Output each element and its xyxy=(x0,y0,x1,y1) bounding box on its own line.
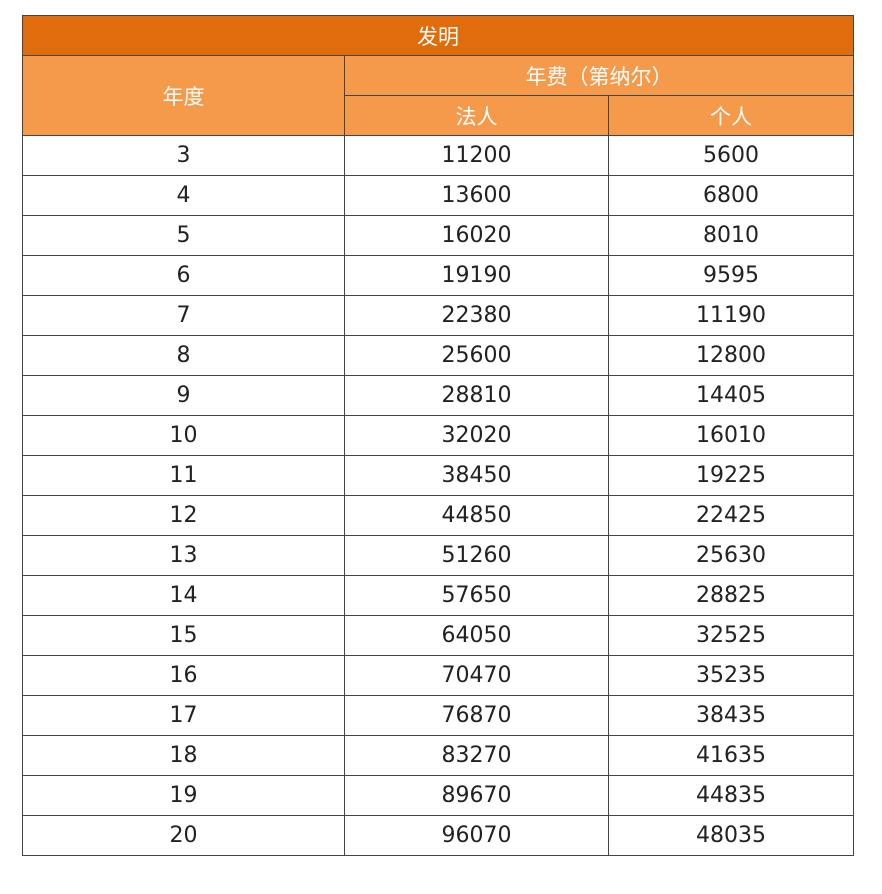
table-row: 9 28810 14405 xyxy=(22,375,855,416)
year-cell: 12 xyxy=(22,495,345,536)
individual-fee-cell: 14405 xyxy=(607,375,855,416)
table-row: 19 89670 44835 xyxy=(22,775,855,816)
table-row: 15 64050 32525 xyxy=(22,615,855,656)
year-cell: 16 xyxy=(22,655,345,696)
legal-fee-cell: 32020 xyxy=(344,415,609,456)
legal-fee-cell: 64050 xyxy=(344,615,609,656)
year-cell: 15 xyxy=(22,615,345,656)
table-title: 发明 xyxy=(21,15,855,56)
year-cell: 14 xyxy=(22,575,345,616)
year-cell: 18 xyxy=(22,735,345,776)
table-row: 8 25600 12800 xyxy=(22,335,855,376)
year-cell: 20 xyxy=(22,815,345,856)
legal-fee-cell: 25600 xyxy=(344,335,609,376)
table-row: 13 51260 25630 xyxy=(22,535,855,576)
fee-group-header: 年费（第纳尔） xyxy=(343,55,855,96)
legal-fee-cell: 57650 xyxy=(344,575,609,616)
table-row: 17 76870 38435 xyxy=(22,695,855,736)
individual-fee-cell: 35235 xyxy=(607,655,855,696)
legal-fee-cell: 28810 xyxy=(344,375,609,416)
individual-fee-cell: 22425 xyxy=(607,495,855,536)
year-cell: 5 xyxy=(22,215,345,256)
legal-fee-cell: 70470 xyxy=(344,655,609,696)
year-cell: 17 xyxy=(22,695,345,736)
year-cell: 6 xyxy=(22,255,345,296)
individual-fee-cell: 38435 xyxy=(607,695,855,736)
table-row: 10 32020 16010 xyxy=(22,415,855,456)
individual-fee-cell: 44835 xyxy=(607,775,855,816)
table-row: 5 16020 8010 xyxy=(22,215,855,256)
legal-fee-cell: 22380 xyxy=(344,295,609,336)
year-cell: 13 xyxy=(22,535,345,576)
individual-fee-cell: 16010 xyxy=(607,415,855,456)
title-row: 发明 xyxy=(21,15,855,56)
individual-fee-cell: 48035 xyxy=(607,815,855,856)
individual-fee-cell: 6800 xyxy=(607,175,855,216)
table-row: 3 11200 5600 xyxy=(22,135,855,176)
legal-header: 法人 xyxy=(344,95,609,136)
individual-fee-cell: 5600 xyxy=(607,135,855,176)
individual-fee-cell: 12800 xyxy=(607,335,855,376)
year-cell: 9 xyxy=(22,375,345,416)
year-cell: 11 xyxy=(22,455,345,496)
individual-fee-cell: 19225 xyxy=(607,455,855,496)
table-row: 18 83270 41635 xyxy=(22,735,855,776)
header-row-2: 法人 个人 xyxy=(23,95,855,136)
individual-header: 个人 xyxy=(607,95,855,136)
table-row: 16 70470 35235 xyxy=(22,655,855,696)
legal-fee-cell: 11200 xyxy=(344,135,609,176)
legal-fee-cell: 16020 xyxy=(344,215,609,256)
legal-fee-cell: 19190 xyxy=(344,255,609,296)
legal-fee-cell: 13600 xyxy=(344,175,609,216)
year-header: 年度 xyxy=(22,55,345,136)
table-row: 4 13600 6800 xyxy=(22,175,855,216)
individual-fee-cell: 28825 xyxy=(607,575,855,616)
table-row: 7 22380 11190 xyxy=(22,295,855,336)
year-cell: 7 xyxy=(22,295,345,336)
table-row: 12 44850 22425 xyxy=(22,495,855,536)
year-cell: 4 xyxy=(22,175,345,216)
table-row: 20 96070 48035 xyxy=(22,815,855,856)
table-row: 14 57650 28825 xyxy=(22,575,855,616)
legal-fee-cell: 83270 xyxy=(344,735,609,776)
fee-table: 发明 年度 年费（第纳尔） 法人 个人 3 11200 5600 4 13600 6800… xyxy=(21,15,855,856)
table-body: 3 11200 5600 4 13600 6800 5 16020 8010 6 19190 9595… xyxy=(22,135,855,856)
header-row-1: 年度 年费（第纳尔） xyxy=(22,55,855,136)
individual-fee-cell: 41635 xyxy=(607,735,855,776)
legal-fee-cell: 89670 xyxy=(344,775,609,816)
individual-fee-cell: 9595 xyxy=(607,255,855,296)
legal-fee-cell: 38450 xyxy=(344,455,609,496)
year-cell: 19 xyxy=(22,775,345,816)
table-row: 6 19190 9595 xyxy=(22,255,855,296)
year-cell: 3 xyxy=(22,135,345,176)
year-cell: 8 xyxy=(22,335,345,376)
individual-fee-cell: 8010 xyxy=(607,215,855,256)
legal-fee-cell: 44850 xyxy=(344,495,609,536)
individual-fee-cell: 11190 xyxy=(607,295,855,336)
individual-fee-cell: 32525 xyxy=(607,615,855,656)
legal-fee-cell: 51260 xyxy=(344,535,609,576)
legal-fee-cell: 76870 xyxy=(344,695,609,736)
individual-fee-cell: 25630 xyxy=(607,535,855,576)
table-row: 11 38450 19225 xyxy=(22,455,855,496)
legal-fee-cell: 96070 xyxy=(344,815,609,856)
year-cell: 10 xyxy=(22,415,345,456)
